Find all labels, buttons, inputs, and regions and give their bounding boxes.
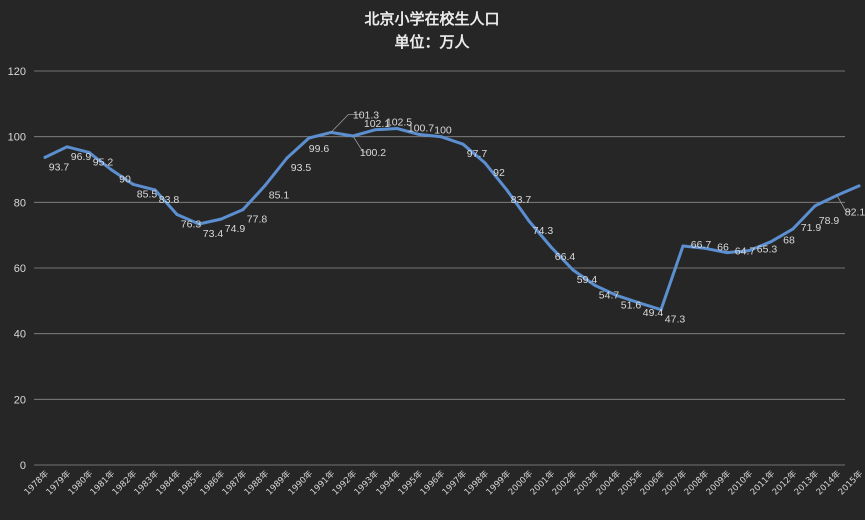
data-point bbox=[483, 161, 487, 165]
y-tick-label: 20 bbox=[14, 394, 26, 406]
data-point bbox=[461, 142, 465, 146]
data-label: 100.2 bbox=[360, 147, 386, 159]
data-label: 51.6 bbox=[621, 300, 642, 312]
data-label: 66.4 bbox=[555, 251, 576, 263]
data-label: 102.5 bbox=[386, 116, 412, 128]
data-label: 71.9 bbox=[801, 222, 822, 234]
data-label: 64.7 bbox=[735, 246, 756, 258]
data-point bbox=[571, 268, 575, 272]
data-point bbox=[791, 227, 795, 231]
data-point bbox=[659, 308, 663, 312]
x-tick-label: 2015年 bbox=[836, 468, 865, 497]
data-point bbox=[197, 222, 201, 226]
data-point bbox=[681, 244, 685, 248]
data-label: 93.5 bbox=[291, 162, 312, 174]
y-tick-label: 40 bbox=[14, 329, 26, 341]
data-point bbox=[395, 126, 399, 130]
data-point bbox=[307, 136, 311, 140]
data-label: 74.3 bbox=[533, 225, 554, 237]
x-axis: 1978年1979年1980年1981年1982年1983年1984年1985年… bbox=[22, 468, 865, 497]
data-label: 85.1 bbox=[269, 190, 290, 202]
data-point bbox=[219, 217, 223, 221]
label-leader-line bbox=[330, 113, 362, 133]
data-label: 47.3 bbox=[665, 314, 686, 326]
data-point bbox=[417, 132, 421, 136]
data-point bbox=[43, 155, 47, 159]
data-label: 90 bbox=[119, 174, 131, 186]
data-point bbox=[549, 245, 553, 249]
data-point bbox=[637, 301, 641, 305]
data-point bbox=[769, 240, 773, 244]
data-label: 49.4 bbox=[643, 307, 664, 319]
y-tick-label: 80 bbox=[14, 197, 26, 209]
y-tick-label: 60 bbox=[14, 263, 26, 275]
data-point bbox=[615, 294, 619, 298]
data-point bbox=[593, 283, 597, 287]
y-tick-label: 120 bbox=[8, 66, 26, 78]
data-label: 59.4 bbox=[577, 274, 598, 286]
data-point bbox=[131, 182, 135, 186]
data-point bbox=[263, 184, 267, 188]
series-line bbox=[43, 127, 861, 312]
data-point bbox=[241, 208, 245, 212]
series-line-group bbox=[43, 126, 861, 312]
data-point bbox=[725, 251, 729, 255]
chart-title: 北京小学在校生人口 bbox=[364, 10, 499, 28]
data-label: 77.8 bbox=[247, 214, 268, 226]
data-label: 97.7 bbox=[467, 148, 488, 160]
data-label: 76.3 bbox=[181, 218, 202, 230]
data-point bbox=[527, 219, 531, 223]
data-label: 66 bbox=[717, 241, 729, 253]
data-point bbox=[65, 145, 69, 149]
y-tick-label: 0 bbox=[20, 460, 26, 472]
data-point bbox=[175, 212, 179, 216]
chart-subtitle: 单位：万人 bbox=[394, 33, 470, 51]
data-point bbox=[813, 204, 817, 208]
data-label: 102.1 bbox=[364, 118, 390, 130]
data-label: 99.6 bbox=[309, 143, 330, 155]
data-label: 66.7 bbox=[691, 239, 712, 251]
data-label: 96.9 bbox=[71, 151, 92, 163]
data-point bbox=[373, 128, 377, 132]
y-tick-label: 100 bbox=[8, 132, 26, 144]
data-label: 95.2 bbox=[93, 156, 114, 168]
data-label: 100 bbox=[434, 125, 452, 137]
data-label: 92 bbox=[493, 167, 505, 179]
data-label: 68 bbox=[783, 235, 795, 247]
data-label: 85.5 bbox=[137, 188, 158, 200]
data-label: 74.9 bbox=[225, 223, 246, 235]
data-label: 101.3 bbox=[353, 109, 379, 121]
data-label: 65.3 bbox=[757, 244, 778, 256]
data-point bbox=[109, 168, 113, 171]
data-label: 83.7 bbox=[511, 194, 532, 206]
data-label: 78.9 bbox=[819, 215, 840, 227]
data-label: 100.7 bbox=[408, 122, 434, 134]
label-leader-line bbox=[352, 135, 369, 153]
data-point bbox=[153, 188, 157, 192]
data-point bbox=[439, 135, 443, 139]
data-label: 82.1 bbox=[845, 206, 865, 218]
data-point bbox=[703, 246, 707, 250]
label-leader-line bbox=[836, 195, 851, 212]
data-point bbox=[857, 184, 861, 188]
data-label: 83.8 bbox=[159, 194, 180, 206]
data-labels: 93.796.9 95.2 90 85.5 83.876.373.4 74.977.885… bbox=[49, 109, 865, 325]
data-point bbox=[505, 188, 509, 192]
y-axis: 0 20 40 60 80 100 120 bbox=[8, 66, 26, 472]
data-label: 93.7 bbox=[49, 161, 70, 173]
data-label: 54.7 bbox=[599, 289, 620, 301]
data-point bbox=[87, 150, 91, 154]
data-point bbox=[747, 249, 751, 253]
data-point bbox=[285, 156, 289, 160]
data-label: 73.4 bbox=[203, 228, 224, 240]
